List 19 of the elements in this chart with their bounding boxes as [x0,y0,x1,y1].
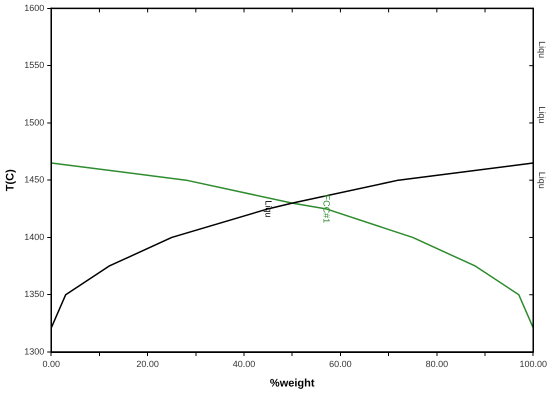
y-tick-label: 1500 [24,117,44,128]
x-tick-label: 80.00 [426,358,448,369]
text: Liqu [536,41,547,58]
y-tick-label: 1550 [24,60,44,70]
y-tick-label: 1450 [24,174,44,185]
y-axis-title: T(C) [4,168,17,192]
y-tick-label: 1400 [24,232,44,242]
text: Liqu [536,106,547,124]
text: Liqu [536,172,547,189]
annotation: FCC#1 [321,194,332,224]
x-tick-label: 60.00 [329,358,352,369]
x-tick-label: 0.00 [42,358,60,369]
y-tick-label: 1300 [24,346,44,356]
x-tick-label: 40.00 [232,358,256,369]
y-tick-label: 1600 [24,2,44,13]
y-tick-label: 1350 [24,289,44,300]
x-axis-title: %weight [270,377,315,390]
x-tick-label: 20.00 [136,358,159,369]
x-tick-label: 100.00 [519,358,547,369]
